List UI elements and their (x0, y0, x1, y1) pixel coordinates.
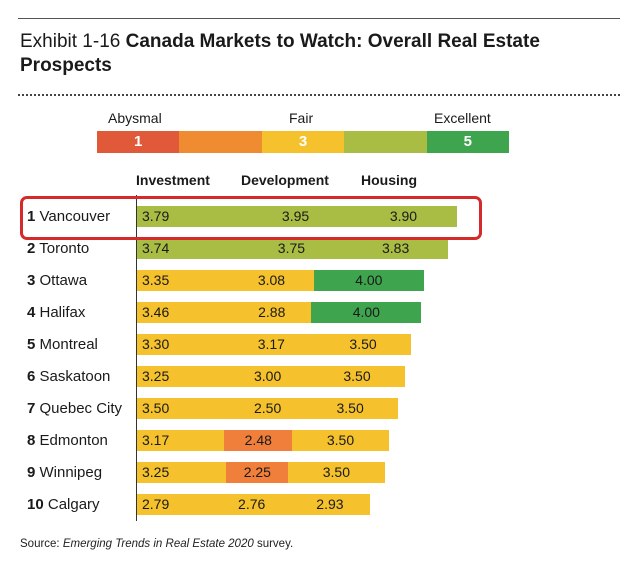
scale-legend-labels: Abysmal Fair Excellent (0, 110, 640, 130)
scale-segment-2 (179, 131, 262, 153)
chart-row: 3 Ottawa 3.35 3.08 4.00 (0, 268, 640, 294)
rank-number: 3 (27, 272, 36, 289)
exhibit-label: Exhibit 1-16 (20, 31, 121, 52)
scale-legend-bar: 1 3 5 (97, 131, 510, 153)
scale-segment-4 (344, 131, 427, 153)
chart-row: 8 Edmonton 3.17 2.48 3.50 (0, 428, 640, 454)
bar-investment: 3.74 (137, 238, 240, 259)
city-label: 5 Montreal (27, 332, 98, 358)
bar-housing: 4.00 (313, 270, 424, 291)
city-label: 3 Ottawa (27, 268, 87, 294)
bar-housing: 3.50 (288, 462, 385, 483)
bar-housing: 2.93 (289, 494, 371, 515)
bar-housing: 3.90 (349, 206, 458, 227)
axis-line (136, 195, 137, 521)
top-rule (18, 18, 620, 19)
rank-number: 9 (27, 464, 36, 481)
scale-label-fair: Fair (289, 110, 314, 126)
bar-housing: 3.50 (314, 334, 412, 355)
bar-housing: 3.50 (302, 398, 399, 419)
rank-number: 10 (27, 496, 44, 513)
bar-investment: 3.25 (137, 366, 227, 387)
city-name: Halifax (35, 304, 86, 321)
bar-development: 2.88 (232, 302, 312, 323)
chart-row: 1 Vancouver 3.79 3.95 3.90 (0, 204, 640, 230)
chart-row: 6 Saskatoon 3.25 3.00 3.50 (0, 364, 640, 390)
city-label: 1 Vancouver (27, 204, 110, 230)
chart-row: 4 Halifax 3.46 2.88 4.00 (0, 300, 640, 326)
scale-segment-1: 1 (97, 131, 180, 153)
source-prefix: Source: (20, 538, 63, 550)
chart-row: 9 Winnipeg 3.25 2.25 3.50 (0, 460, 640, 486)
source-suffix: survey. (253, 538, 294, 550)
city-name: Saskatoon (35, 368, 111, 385)
source-note: Source: Emerging Trends in Real Estate 2… (20, 538, 293, 550)
dotted-divider (18, 94, 620, 96)
chart-title: Exhibit 1-16 Canada Markets to Watch: Ov… (20, 30, 620, 78)
bar-development: 3.08 (229, 270, 314, 291)
bar-housing: 3.50 (292, 430, 389, 451)
city-label: 8 Edmonton (27, 428, 108, 454)
city-label: 9 Winnipeg (27, 460, 102, 486)
rank-number: 4 (27, 304, 36, 321)
header-development: Development (241, 172, 329, 188)
city-label: 7 Quebec City (27, 396, 122, 422)
city-name: Edmonton (35, 432, 108, 449)
city-label: 10 Calgary (27, 492, 100, 518)
bar-development: 3.00 (226, 366, 309, 387)
chart-row: 2 Toronto 3.74 3.75 3.83 (0, 236, 640, 262)
bar-investment: 3.35 (137, 270, 230, 291)
rank-number: 1 (27, 208, 36, 225)
bar-development: 2.50 (233, 398, 302, 419)
bar-housing: 3.83 (342, 238, 449, 259)
bar-investment: 3.30 (137, 334, 228, 355)
header-housing: Housing (361, 172, 417, 188)
chart-row: 5 Montreal 3.30 3.17 3.50 (0, 332, 640, 358)
bar-development: 3.95 (241, 206, 350, 227)
city-label: 2 Toronto (27, 236, 89, 262)
bar-housing: 4.00 (311, 302, 422, 323)
highlight-box-vancouver (20, 196, 482, 240)
header-investment: Investment (136, 172, 210, 188)
bar-investment: 3.17 (137, 430, 225, 451)
city-name: Ottawa (35, 272, 88, 289)
bar-development: 2.76 (213, 494, 290, 515)
rank-number: 2 (27, 240, 36, 257)
bar-investment: 3.25 (137, 462, 227, 483)
bar-investment: 3.50 (137, 398, 234, 419)
scale-label-abysmal: Abysmal (108, 110, 162, 126)
rank-number: 8 (27, 432, 36, 449)
scale-segment-3: 3 (261, 131, 345, 153)
column-headers: Investment Development Housing (0, 172, 640, 192)
scale-segment-5: 5 (426, 131, 510, 153)
rank-number: 6 (27, 368, 36, 385)
city-name: Winnipeg (35, 464, 103, 481)
bar-development: 2.48 (224, 430, 293, 451)
city-name: Toronto (35, 240, 90, 257)
city-name: Montreal (35, 336, 98, 353)
bar-investment: 2.79 (137, 494, 214, 515)
title-text: Canada Markets to Watch: Overall Real Es… (20, 31, 540, 76)
bar-development: 2.25 (226, 462, 289, 483)
source-title: Emerging Trends in Real Estate 2020 (62, 538, 254, 550)
chart-row: 7 Quebec City 3.50 2.50 3.50 (0, 396, 640, 422)
bar-housing: 3.50 (308, 366, 406, 387)
city-name: Calgary (43, 496, 100, 513)
bar-development: 3.17 (227, 334, 315, 355)
city-name: Quebec City (35, 400, 123, 417)
scale-label-excellent: Excellent (434, 110, 491, 126)
rank-number: 7 (27, 400, 36, 417)
rank-number: 5 (27, 336, 36, 353)
bar-development: 3.75 (239, 238, 343, 259)
city-label: 6 Saskatoon (27, 364, 110, 390)
chart-row: 10 Calgary 2.79 2.76 2.93 (0, 492, 640, 518)
bar-investment: 3.46 (137, 302, 233, 323)
bar-investment: 3.79 (137, 206, 242, 227)
city-label: 4 Halifax (27, 300, 85, 326)
city-name: Vancouver (35, 208, 111, 225)
